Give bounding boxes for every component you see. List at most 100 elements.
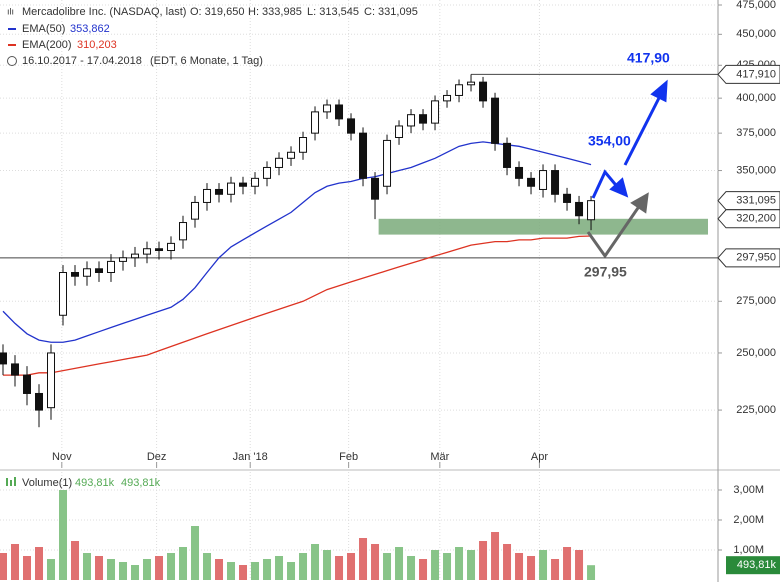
y-tick-label: 3,00M xyxy=(733,484,764,496)
x-tick-label: Jan '18 xyxy=(233,451,268,463)
volume-bar xyxy=(335,556,344,580)
header: ılı Mercadolibre Inc. (NASDAQ, last) O: … xyxy=(6,6,418,489)
candle-body xyxy=(359,132,368,179)
volume-bar xyxy=(0,553,8,580)
last-volume-box xyxy=(726,556,780,575)
volume-bar xyxy=(203,553,212,580)
layer: 417,910 331,095 320,200 297,950 493,81k xyxy=(0,64,780,580)
volume-bar xyxy=(527,556,536,580)
date-note: (EDT, 6 Monate, 1 Tag) xyxy=(150,55,263,67)
volume-bar xyxy=(287,562,296,580)
volume-bar xyxy=(563,547,572,580)
symbol: Mercadolibre Inc. (NASDAQ, last) xyxy=(22,6,186,18)
volume-bar xyxy=(515,553,524,580)
y-tick-label: 2,00M xyxy=(733,514,764,526)
candle-body xyxy=(515,166,524,179)
candle-body xyxy=(443,94,452,102)
ohlc: L: 313,545 xyxy=(307,6,359,18)
candle-body xyxy=(119,257,128,262)
x-tick-label: Dez xyxy=(147,451,167,463)
candle-body xyxy=(527,177,536,187)
volume-bar xyxy=(143,559,152,580)
arrow xyxy=(591,169,622,199)
x-tick-label: Apr xyxy=(531,451,548,463)
candle-body xyxy=(35,392,44,411)
icon xyxy=(10,480,12,486)
candle-body xyxy=(431,100,440,124)
volume-bar xyxy=(155,556,164,580)
level-label: 297,950 xyxy=(736,252,776,264)
level-box xyxy=(717,209,780,229)
volume-bar xyxy=(299,553,308,580)
y-tick-label: 350,000 xyxy=(736,164,776,176)
ohlc: H: 333,985 xyxy=(248,6,302,18)
volume-bar xyxy=(167,553,176,580)
arrow-head xyxy=(630,192,649,214)
volume-bar xyxy=(347,553,356,580)
volume-bar xyxy=(275,556,284,580)
icon xyxy=(14,477,16,486)
candle-body xyxy=(0,352,8,365)
support-zone xyxy=(378,218,708,235)
candle-body xyxy=(587,200,596,221)
y-tick-label: 475,000 xyxy=(736,0,776,11)
y-tick-label: 250,000 xyxy=(736,347,776,359)
y-tick-label: 225,000 xyxy=(736,404,776,416)
candle-body xyxy=(371,177,380,200)
ohlc: O: 319,650 xyxy=(190,6,244,18)
candle-body xyxy=(563,193,572,203)
x-tick-label: Nov xyxy=(52,451,72,463)
x-tick-label: Mär xyxy=(430,451,449,463)
level-box xyxy=(717,248,780,268)
candle-body xyxy=(299,137,308,153)
level-box xyxy=(717,64,780,84)
volume-bar xyxy=(383,553,392,580)
volume-bar xyxy=(263,559,272,580)
volume-bar xyxy=(443,553,452,580)
volume-bar xyxy=(131,565,140,580)
candle-body xyxy=(323,104,332,113)
volume-bar xyxy=(575,550,584,580)
volume-bar xyxy=(227,562,236,580)
date-range: 16.10.2017 - 17.04.2018 xyxy=(22,55,142,67)
volume-bar xyxy=(539,550,548,580)
candle-body xyxy=(203,188,212,203)
candle-body xyxy=(179,222,188,241)
candle-body xyxy=(263,166,272,179)
icon xyxy=(6,478,8,486)
legend-value: 353,862 xyxy=(70,23,110,35)
y-tick-label: 375,000 xyxy=(736,127,776,139)
candle-body xyxy=(395,125,404,139)
volume-bar xyxy=(479,541,488,580)
candle-body xyxy=(539,170,548,190)
y-tick-label: 275,000 xyxy=(736,295,776,307)
candle-body xyxy=(287,151,296,159)
volume-bar xyxy=(11,544,20,580)
candle-body xyxy=(47,352,56,409)
candle-body xyxy=(11,363,20,376)
candle-body xyxy=(347,118,356,134)
candle-body xyxy=(131,253,140,259)
volume-bar xyxy=(119,562,128,580)
candle-body xyxy=(83,268,92,277)
volume-bar xyxy=(215,559,224,580)
volume-bar xyxy=(407,556,416,580)
level-label: 331,095 xyxy=(736,195,776,207)
annotation: 417,90 xyxy=(627,50,670,66)
candle-body xyxy=(551,170,560,195)
arrows xyxy=(586,79,668,259)
candle-body xyxy=(419,114,428,124)
y-tick-label: 1,00M xyxy=(733,544,764,556)
volume-value: 493,81k xyxy=(121,477,161,489)
candle-body xyxy=(275,157,284,168)
volume-bar xyxy=(239,565,248,580)
candle-body xyxy=(107,260,116,273)
candle-body xyxy=(143,248,152,255)
candle-body xyxy=(155,248,164,252)
volume-bar xyxy=(467,550,476,580)
volume-bar xyxy=(83,553,92,580)
candle-body xyxy=(311,111,320,134)
candle-body xyxy=(227,182,236,195)
clock-icon xyxy=(7,56,17,66)
candle-body xyxy=(215,188,224,195)
